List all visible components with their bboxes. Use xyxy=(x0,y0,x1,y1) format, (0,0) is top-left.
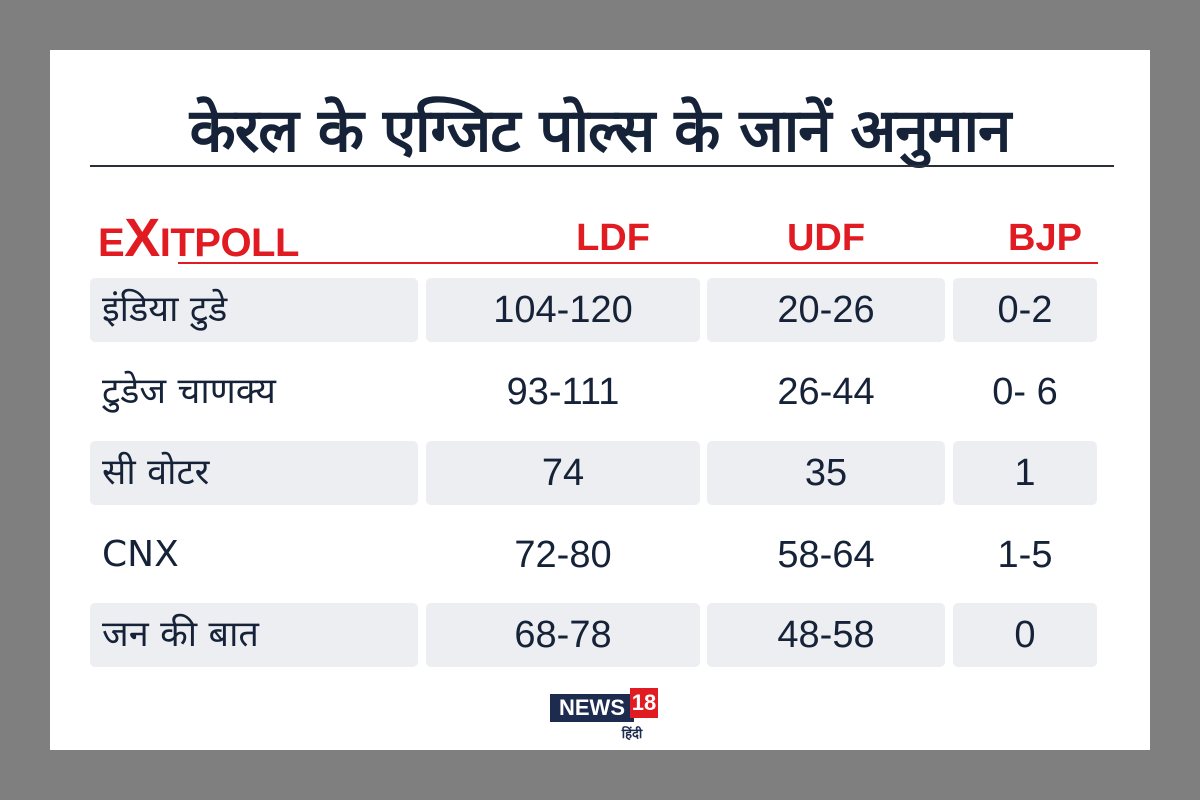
udf-seats: 58-64 xyxy=(777,534,875,576)
column-header-udf: UDF xyxy=(786,217,866,259)
page-title: केरल के एग्जिट पोल्स के जानें अनुमान xyxy=(189,96,1012,166)
udf-seats: 26-44 xyxy=(777,371,875,413)
pollster-name: इंडिया टुडे xyxy=(90,278,418,342)
pollster-name: CNX xyxy=(102,534,179,575)
table-row: सी वोटर 74 35 1 xyxy=(50,441,1150,505)
table-row: इंडिया टुडे 104-120 20-26 0-2 xyxy=(50,278,1150,342)
logo-18-badge: 18 xyxy=(630,688,658,718)
exitpoll-logo-text: EXITPOLL xyxy=(98,210,299,271)
bjp-seats: 0 xyxy=(953,603,1097,667)
exit-poll-card: केरल के एग्जिट पोल्स के जानें अनुमान EXI… xyxy=(50,50,1150,750)
table-row: CNX 72-80 58-64 1-5 xyxy=(50,523,1150,587)
pollster-name: जन की बात xyxy=(90,603,418,667)
logo-language: हिंदी xyxy=(621,727,643,742)
table-row: टुडेज चाणक्य 93-111 26-44 0- 6 xyxy=(50,360,1150,424)
brand-letter-e: E xyxy=(98,221,125,265)
bjp-seats: 1-5 xyxy=(997,534,1053,576)
column-header-bjp: BJP xyxy=(1008,217,1082,259)
bjp-seats: 1 xyxy=(953,441,1097,505)
pollster-name: टुडेज चाणक्य xyxy=(102,371,276,412)
bjp-seats: 0- 6 xyxy=(992,371,1058,413)
bjp-seats: 0-2 xyxy=(953,278,1097,342)
udf-seats: 35 xyxy=(707,441,945,505)
ldf-seats: 68-78 xyxy=(426,603,700,667)
ldf-seats: 104-120 xyxy=(426,278,700,342)
brand-letter-x: X xyxy=(124,208,160,268)
udf-seats: 48-58 xyxy=(707,603,945,667)
ldf-seats: 72-80 xyxy=(514,534,612,576)
ldf-seats: 74 xyxy=(426,441,700,505)
ldf-seats: 93-111 xyxy=(506,371,620,413)
header-divider xyxy=(178,262,1098,264)
brand-rest: ITPOLL xyxy=(159,221,300,265)
udf-seats: 20-26 xyxy=(707,278,945,342)
table-header: EXITPOLL LDF UDF BJP xyxy=(50,210,1150,266)
news18-hindi-logo: NEWS 18 हिंदी xyxy=(550,686,660,744)
logo-news-text: NEWS xyxy=(550,694,634,722)
column-header-ldf: LDF xyxy=(576,217,650,259)
table-row: जन की बात 68-78 48-58 0 xyxy=(50,603,1150,667)
pollster-name: सी वोटर xyxy=(90,441,418,505)
title-divider xyxy=(90,165,1114,167)
